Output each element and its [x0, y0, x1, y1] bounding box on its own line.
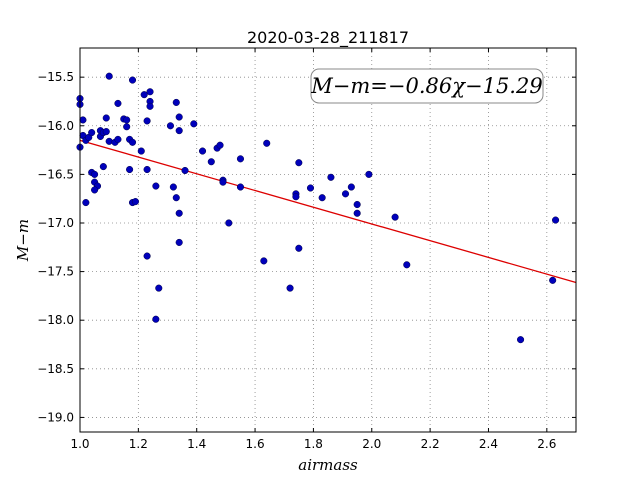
- data-point: [146, 102, 154, 110]
- y-tick-label: −18.0: [37, 313, 74, 327]
- data-point: [166, 122, 174, 130]
- x-tick-label: 1.6: [246, 437, 265, 451]
- data-point: [236, 183, 245, 191]
- data-point: [286, 284, 294, 292]
- data-points: [76, 72, 560, 344]
- data-point: [79, 116, 87, 124]
- y-tick-label: −15.5: [37, 70, 74, 84]
- data-point: [318, 194, 326, 202]
- data-point: [114, 99, 122, 107]
- x-axis-label: airmass: [298, 456, 358, 474]
- data-point: [181, 166, 189, 175]
- data-point: [327, 173, 335, 181]
- data-point: [517, 336, 525, 344]
- data-point: [225, 219, 233, 227]
- data-point: [169, 183, 177, 191]
- y-axis-label: M−m: [14, 219, 32, 262]
- data-point: [175, 127, 183, 135]
- x-tick-label: 1.0: [70, 437, 89, 451]
- plot-area: [80, 48, 576, 432]
- x-tick-label: 1.2: [129, 437, 148, 451]
- fit-line-group: [79, 139, 577, 284]
- data-point: [295, 244, 303, 252]
- data-point: [143, 252, 151, 260]
- data-point: [105, 72, 113, 80]
- data-point: [102, 128, 110, 136]
- data-point: [391, 213, 399, 221]
- data-point: [207, 158, 215, 166]
- x-tick-label: 2.0: [362, 437, 381, 451]
- x-tick-label: 2.2: [421, 437, 440, 451]
- data-point: [190, 120, 198, 128]
- data-point: [91, 186, 99, 194]
- data-point: [306, 184, 315, 192]
- data-point: [172, 98, 180, 106]
- data-point: [88, 129, 96, 137]
- data-point: [126, 165, 134, 174]
- data-point: [91, 170, 99, 178]
- data-point: [128, 76, 137, 84]
- y-tick-label: −19.0: [37, 410, 74, 424]
- data-point: [552, 216, 560, 224]
- data-point: [175, 238, 183, 246]
- x-tick-label: 1.8: [304, 437, 323, 451]
- data-point: [123, 123, 131, 131]
- data-point: [143, 165, 151, 174]
- data-point: [123, 116, 131, 124]
- grid: [79, 48, 576, 432]
- data-point: [140, 91, 148, 99]
- data-point: [365, 170, 373, 178]
- data-point: [219, 178, 227, 186]
- fit-annotation: M−m=−0.86χ−15.29: [310, 68, 544, 104]
- x-tick-label: 2.6: [537, 437, 556, 451]
- chart-title: 2020-03-28_211817: [247, 28, 409, 48]
- data-point: [152, 315, 160, 323]
- data-point: [146, 88, 154, 96]
- data-point: [114, 135, 122, 143]
- data-point: [236, 155, 245, 163]
- data-point: [152, 182, 160, 190]
- data-point: [155, 284, 163, 292]
- y-tick-label: −17.5: [37, 265, 74, 279]
- y-tick-label: −16.5: [37, 167, 74, 181]
- data-point: [105, 137, 113, 145]
- data-point: [260, 257, 268, 265]
- data-point: [347, 183, 355, 191]
- data-point: [175, 209, 183, 217]
- data-point: [102, 114, 110, 122]
- data-point: [99, 163, 107, 171]
- data-point: [216, 141, 224, 149]
- data-point: [263, 139, 271, 147]
- data-point: [198, 147, 207, 155]
- fit-line: [79, 139, 577, 284]
- data-point: [172, 194, 180, 202]
- data-point: [175, 113, 183, 121]
- x-tick-label: 2.4: [479, 437, 498, 451]
- data-point: [353, 209, 361, 217]
- y-tick-label: −16.0: [37, 119, 74, 133]
- data-point: [128, 138, 137, 146]
- y-tick-label: −18.5: [37, 362, 74, 376]
- data-point: [549, 276, 557, 284]
- data-point: [403, 261, 411, 269]
- data-point: [131, 198, 139, 206]
- annotation-box: [310, 68, 544, 104]
- data-point: [292, 193, 300, 201]
- fit-equation: M−m=−0.86χ−15.29: [310, 74, 542, 98]
- data-point: [82, 199, 90, 207]
- data-point: [143, 117, 151, 125]
- axis-ticks: 1.0 1.2 1.4 1.6 1.8 2.0 2.2 2.4 2.6 −15.5 −16.0 −16…: [37, 48, 576, 451]
- y-tick-label: −17.0: [37, 216, 74, 230]
- data-point: [353, 200, 361, 209]
- data-point: [295, 159, 303, 167]
- x-tick-label: 1.4: [187, 437, 206, 451]
- plot-frame: [79, 47, 577, 433]
- data-point: [341, 190, 350, 198]
- data-point: [137, 147, 145, 155]
